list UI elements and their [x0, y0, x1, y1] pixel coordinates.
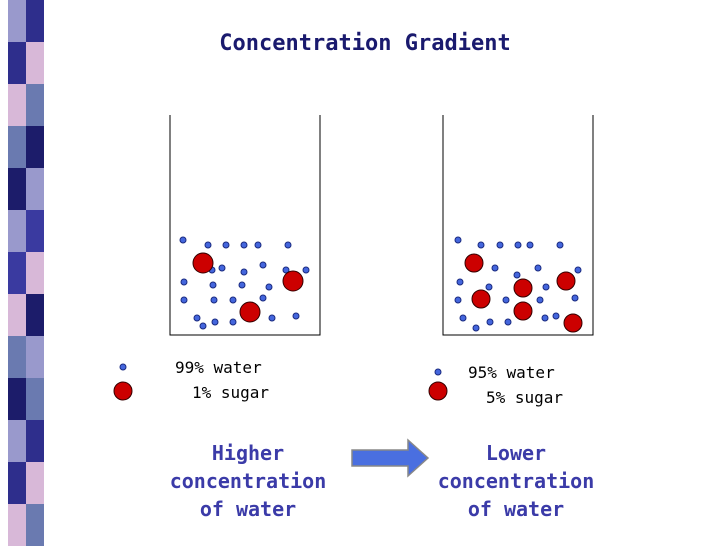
caption: of water [200, 497, 296, 521]
caption: Lower [486, 441, 546, 465]
caption: concentration [438, 469, 595, 493]
caption: concentration [170, 469, 327, 493]
water-label: 99% water [175, 358, 262, 377]
caption: Higher [212, 441, 284, 465]
arrow [351, 438, 430, 478]
beaker-left: 99% water 1% sugar Higher concentration … [113, 115, 327, 521]
sugar-label: 1% sugar [192, 383, 269, 402]
beaker-right: 95% water 5% sugar Lower concentration o… [428, 115, 595, 521]
water-label: 95% water [468, 363, 555, 382]
title: Concentration Gradient [219, 31, 510, 56]
side-stripes [8, 0, 44, 546]
sugar-label: 5% sugar [486, 388, 563, 407]
caption: of water [468, 497, 564, 521]
